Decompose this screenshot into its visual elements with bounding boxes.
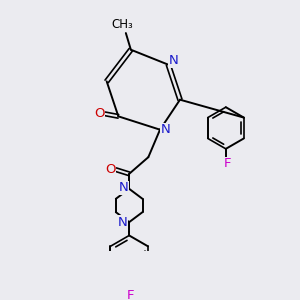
Text: CH₃: CH₃ [112,18,134,31]
Text: N: N [118,216,128,229]
Text: F: F [224,157,231,170]
Text: O: O [105,163,115,176]
Text: N: N [118,182,128,194]
Text: N: N [161,123,171,136]
Text: N: N [169,54,178,67]
Text: F: F [127,289,135,300]
Text: O: O [94,107,104,120]
